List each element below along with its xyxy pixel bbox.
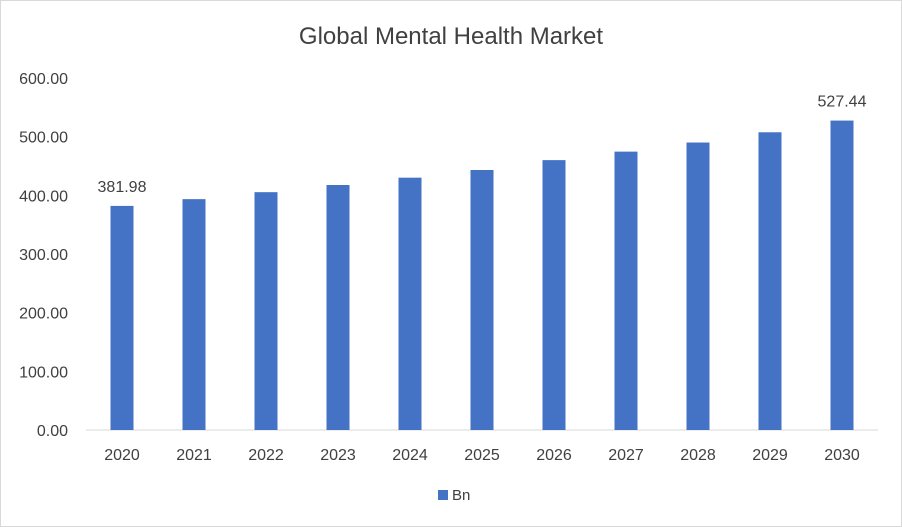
bar-2024 — [398, 177, 422, 430]
x-tick-label: 2025 — [464, 447, 500, 464]
x-tick-label: 2027 — [608, 447, 644, 464]
bar-2020 — [110, 205, 134, 430]
legend: Bn — [438, 487, 470, 504]
x-tick-label: 2026 — [536, 447, 572, 464]
x-tick-label: 2024 — [392, 447, 428, 464]
chart-title: Global Mental Health Market — [299, 23, 603, 50]
bar-2029 — [758, 132, 782, 430]
y-tick-label: 100.00 — [19, 364, 68, 381]
y-tick-label: 300.00 — [19, 247, 68, 264]
data-label-2030: 527.44 — [818, 94, 867, 111]
y-tick-label: 200.00 — [19, 306, 68, 323]
bar-2021 — [182, 199, 206, 430]
bar-2022 — [254, 192, 278, 430]
bar-2030 — [830, 120, 854, 430]
bar-2023 — [326, 185, 350, 430]
bar-2025 — [470, 169, 494, 431]
legend-label-bn: Bn — [452, 487, 470, 504]
y-tick-label: 600.00 — [19, 71, 68, 88]
bar-2028 — [686, 142, 710, 431]
bar-2026 — [542, 160, 566, 430]
x-tick-label: 2020 — [104, 447, 140, 464]
y-axis-ticks: 0.00 100.00 200.00 300.00 400.00 500.00 600.00 — [19, 71, 68, 440]
y-tick-label: 500.00 — [19, 130, 68, 147]
data-labels: 381.98 527.44 — [98, 94, 867, 196]
x-axis-ticks: 2020 2021 2022 2023 2024 2025 2026 2027 2028 2029… — [104, 447, 860, 464]
data-label-2020: 381.98 — [98, 179, 147, 196]
legend-swatch-bn — [438, 490, 448, 500]
x-tick-label: 2028 — [680, 447, 716, 464]
x-tick-label: 2023 — [320, 447, 356, 464]
x-tick-label: 2029 — [752, 447, 788, 464]
x-tick-label: 2030 — [824, 447, 860, 464]
x-tick-label: 2021 — [176, 447, 212, 464]
bar-2027 — [614, 151, 638, 431]
x-tick-label: 2022 — [248, 447, 284, 464]
y-tick-label: 400.00 — [19, 188, 68, 205]
y-tick-label: 0.00 — [37, 423, 68, 440]
bars — [110, 120, 854, 431]
